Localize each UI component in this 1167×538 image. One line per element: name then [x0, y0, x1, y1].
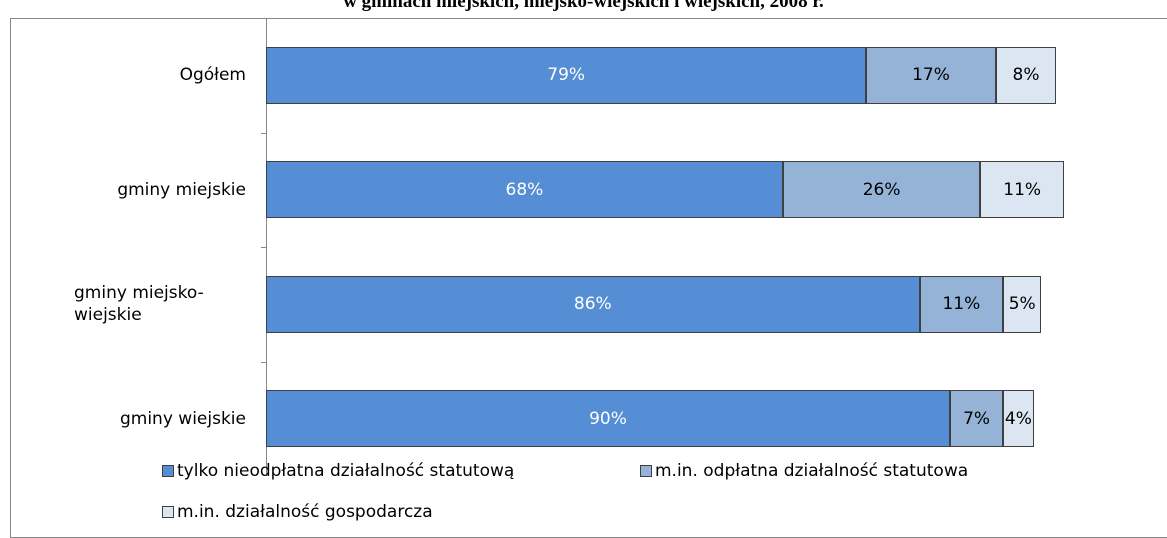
page: w gminach miejskich, miejsko-wiejskich i…: [10, 0, 1167, 538]
bar-segment: 11%: [980, 161, 1064, 219]
legend-text: m.in. odpłatna działalność statutowa: [655, 461, 969, 481]
bar-segment: 26%: [782, 161, 981, 219]
bar-segment: 7%: [950, 390, 1004, 448]
legend-swatch: [162, 465, 174, 477]
data-label: 4%: [1004, 408, 1032, 429]
legend-item: tylko nieodpłatna działalność statutową: [162, 461, 514, 481]
category-label: Ogółem: [10, 40, 246, 110]
category-label: gminy wiejskie: [10, 384, 246, 454]
category-text: Ogółem: [179, 65, 246, 86]
bar-segment: 79%: [266, 46, 867, 104]
category-text: gminy wiejskie: [119, 408, 246, 429]
data-label: 5%: [1008, 294, 1036, 315]
legend-item: m.in. odpłatna działalność statutowa: [640, 461, 968, 481]
legend-text: m.in. działalność gospodarcza: [177, 502, 433, 522]
bar-segment: 4%: [1003, 390, 1034, 448]
bar-segment: 90%: [266, 390, 950, 448]
data-label: 8%: [1012, 65, 1040, 86]
bar-segment: 17%: [866, 46, 996, 104]
axis-tick: [261, 132, 266, 134]
data-label: 68%: [505, 179, 544, 200]
bar-segment: 86%: [266, 275, 920, 333]
data-label: 7%: [963, 408, 991, 429]
data-label: 17%: [912, 65, 950, 86]
axis: [266, 18, 267, 476]
bar-segment: 8%: [995, 46, 1057, 104]
bar-segment: 5%: [1003, 275, 1042, 333]
data-label: 79%: [547, 65, 586, 86]
axis-tick: [261, 247, 266, 248]
data-label: 90%: [589, 408, 627, 429]
category-text: gminy miejskie: [117, 179, 246, 200]
data-label: 11%: [1003, 179, 1042, 200]
legend-text: tylko nieodpłatna działalność statutową: [177, 461, 515, 481]
data-label: 86%: [573, 294, 612, 315]
category-label: gminy miejskie: [10, 155, 246, 225]
axis-tick: [261, 361, 266, 363]
legend-swatch: [162, 506, 174, 518]
bar-segment: 11%: [919, 275, 1004, 333]
legend-item: m.in. działalność gospodarcza: [162, 502, 433, 522]
data-label: 11%: [942, 294, 981, 315]
chart-title: w gminach miejskich, miejsko-wiejskich i…: [343, 0, 824, 12]
legend-swatch: [640, 465, 652, 477]
category-text: gminy miejsko-wiejskie: [74, 283, 204, 326]
data-label: 26%: [862, 179, 901, 200]
bar-segment: 68%: [266, 161, 783, 219]
category-label: gminy miejsko-wiejskie: [10, 269, 246, 339]
